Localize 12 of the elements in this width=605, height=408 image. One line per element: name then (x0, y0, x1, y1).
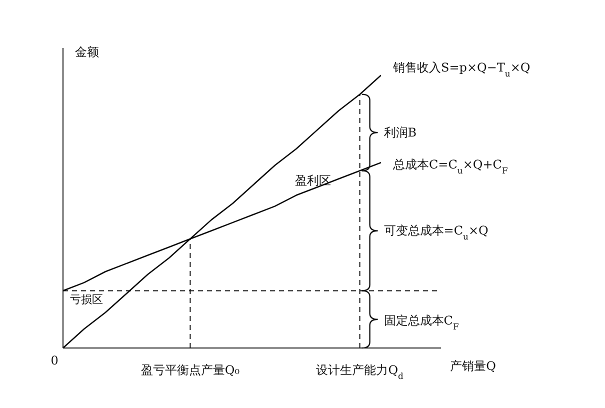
series-label: 总成本C=C$_{u}$×Q+C$_{F}$ (392, 158, 508, 176)
series-label: 销售收入S=p×Q−T$_{u}$×Q (392, 60, 530, 78)
annotation: 固定总成本C$_{F}$ (384, 314, 459, 332)
annotation: 可变总成本=C$_{u}$×Q (384, 224, 489, 242)
text: 0 (50, 353, 58, 368)
x-tick-label: 设计生产能力Q$_{d}$ (316, 363, 404, 381)
annotation: 利润B (384, 126, 417, 140)
annotation: 盈利区 (295, 173, 332, 188)
y-axis-title: 金额 (75, 45, 99, 59)
x-axis-title: 产销量Q (450, 359, 496, 373)
x-tick-label: 盈亏平衡点产量Q₀ (140, 363, 240, 377)
annotation: 亏损区 (70, 293, 103, 306)
